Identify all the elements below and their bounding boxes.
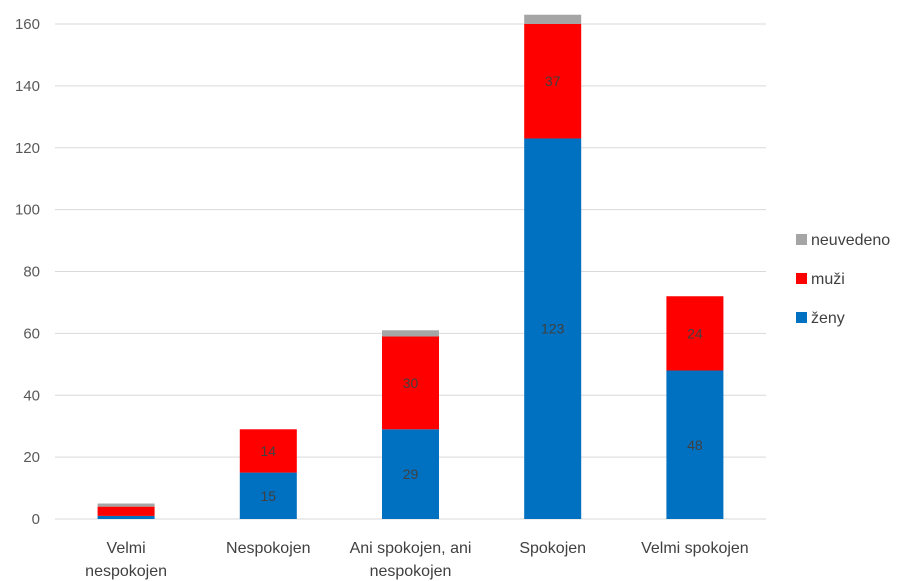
data-label: 29 (403, 466, 419, 482)
data-label: 15 (261, 488, 277, 504)
category-label: Velmi (107, 540, 146, 557)
y-tick-label: 100 (15, 202, 40, 219)
data-label: 14 (261, 443, 277, 459)
y-tick-label: 120 (15, 140, 40, 157)
bar-segment-ženy (524, 138, 582, 519)
bar-segment-muži (666, 296, 724, 371)
data-label: 48 (687, 437, 703, 453)
data-label: 24 (687, 325, 703, 341)
category-label: Velmi spokojen (641, 540, 749, 557)
legend-swatch (796, 273, 807, 284)
y-tick-label: 60 (23, 325, 40, 342)
bars (97, 14, 724, 519)
category-label: nespokojen (85, 563, 167, 580)
legend-label: neuvedeno (811, 232, 890, 249)
bar-segment-neuvedeno (382, 330, 439, 337)
y-axis-tick-labels: 0 20 40 60 80 100 120 140 160 (15, 16, 40, 528)
bar-segment-ženy (239, 472, 297, 519)
y-tick-label: 20 (23, 449, 40, 466)
y-tick-label: 40 (23, 387, 40, 404)
bar-segment-neuvedeno (524, 14, 582, 24)
bar-segment-muži (97, 506, 155, 516)
data-label: 123 (541, 321, 565, 337)
y-tick-label: 160 (15, 16, 40, 33)
gridlines (55, 23, 766, 520)
legend-label: ženy (811, 310, 845, 327)
data-label: 37 (545, 73, 561, 89)
y-tick-label: 140 (15, 78, 40, 95)
legend-swatch (796, 312, 807, 323)
category-label: Nespokojen (226, 540, 311, 557)
bar-segment-ženy (97, 515, 155, 519)
legend: neuvedeno muži ženy (796, 232, 890, 327)
category-label: nespokojen (370, 563, 452, 580)
data-labels: 15 14 29 30 123 37 48 24 (261, 73, 703, 504)
bar-segment-muži (524, 24, 582, 139)
bar-segment-muži (239, 429, 297, 473)
category-label: Spokojen (519, 540, 586, 557)
bar-segment-muži (382, 336, 439, 430)
y-tick-label: 0 (32, 511, 40, 528)
y-tick-label: 80 (23, 264, 40, 281)
x-axis-category-labels: Velmi nespokojen Nespokojen Ani spokojen, a… (85, 540, 749, 580)
category-label: Ani spokojen, ani (350, 540, 472, 557)
bar-segment-neuvedeno (97, 503, 155, 507)
data-label: 30 (403, 375, 419, 391)
legend-swatch (796, 234, 807, 245)
legend-label: muži (811, 271, 845, 288)
bar-segment-ženy (666, 370, 724, 519)
bar-segment-ženy (382, 429, 439, 519)
